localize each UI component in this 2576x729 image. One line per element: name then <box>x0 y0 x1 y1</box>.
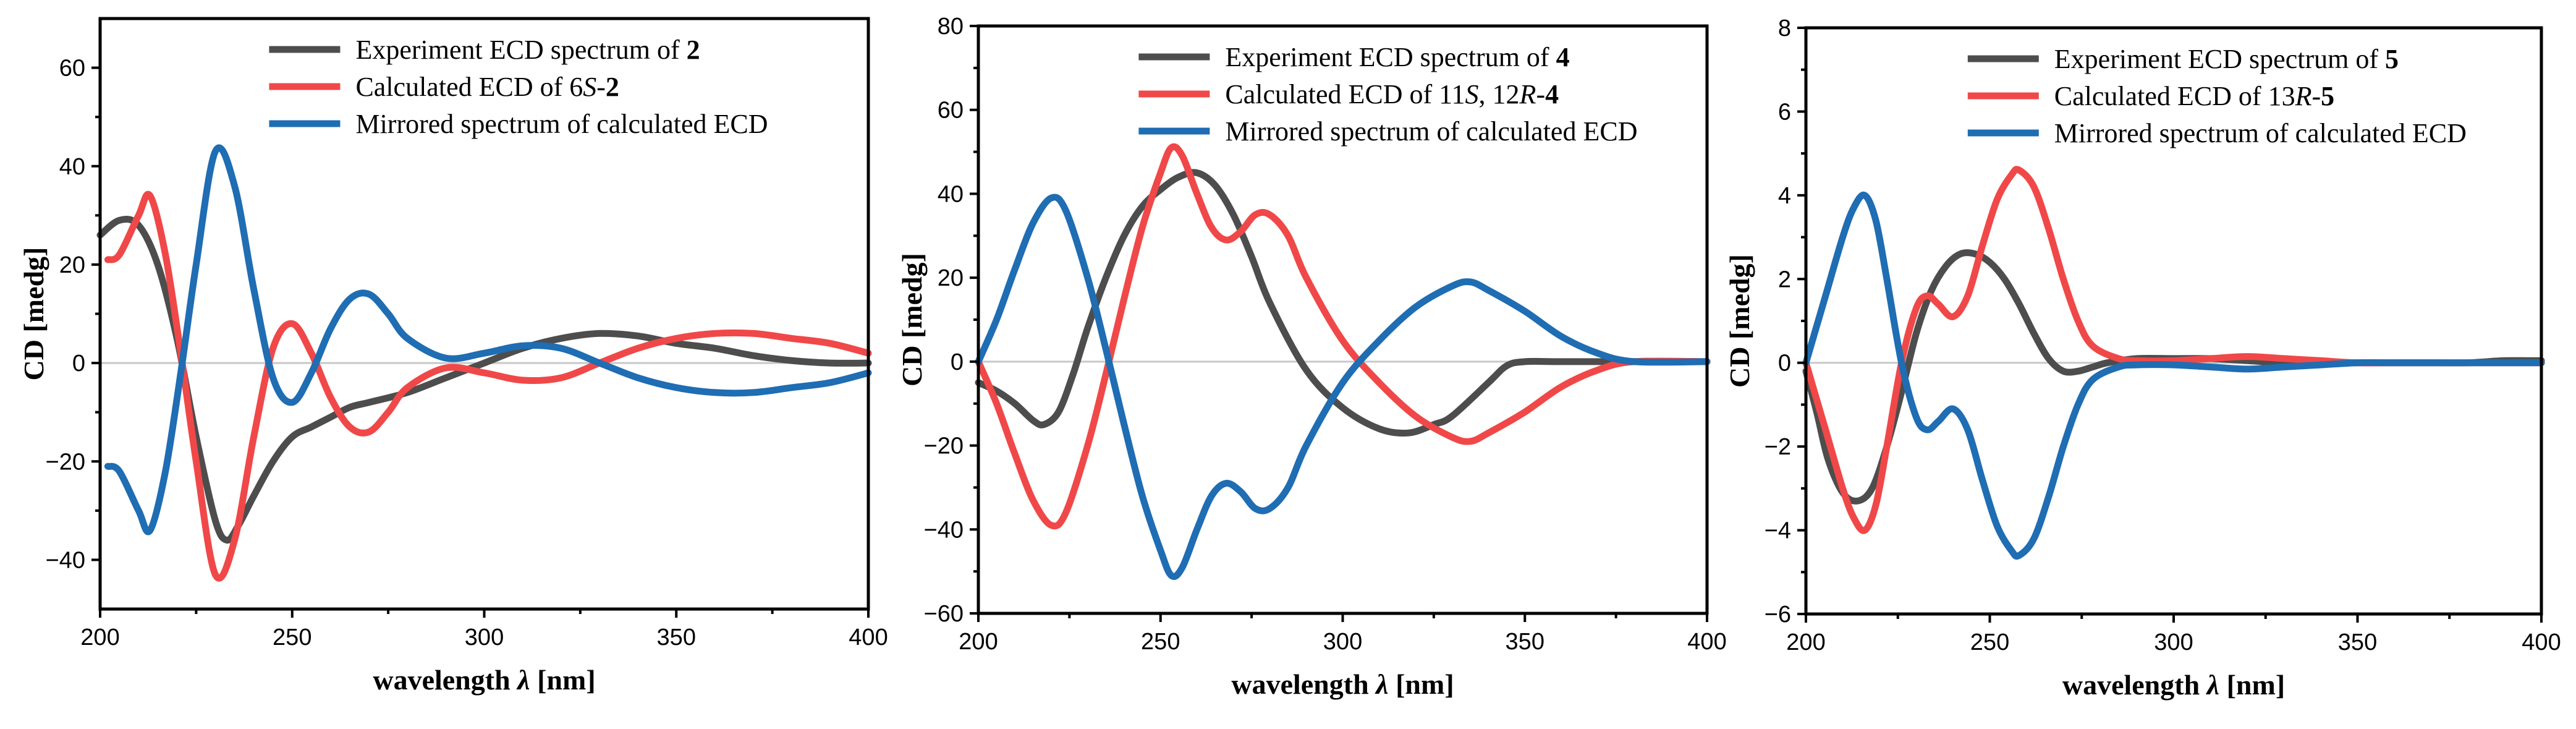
y-tick-label: 4 <box>1778 183 1791 209</box>
x-axis-label: wavelength λ [nm] <box>1231 668 1454 700</box>
y-axis-label: CD [medg] <box>18 247 49 381</box>
x-tick-label: 350 <box>657 625 696 650</box>
y-axis-label: CD [medg] <box>896 253 928 386</box>
x-tick-label: 400 <box>849 625 888 650</box>
y-tick-label: −6 <box>1765 602 1791 628</box>
x-axis-label: wavelength λ [nm] <box>2062 669 2285 701</box>
y-tick-label: −40 <box>924 517 964 543</box>
legend: Experiment ECD spectrum of 4 Calculated E… <box>1138 42 1637 147</box>
x-axis-label: wavelength λ [nm] <box>373 664 595 696</box>
legend: Experiment ECD spectrum of 5 Calculated E… <box>1967 44 2467 148</box>
series-line-2 <box>1802 166 2545 534</box>
legend-label-2: Calculated ECD of 13R-5 <box>2054 81 2334 111</box>
legend-label-1: Experiment ECD spectrum of 2 <box>355 35 700 65</box>
y-tick-label: 0 <box>1778 351 1791 377</box>
legend-label-2: Calculated ECD of 11S, 12R-4 <box>1225 79 1559 109</box>
x-tick-label: 200 <box>1786 629 1825 655</box>
y-tick-label: −20 <box>46 449 85 475</box>
chart-panel-2: 200 250 300 350 400 −60 −40 −20 0 20 40 60 80 wavelen… <box>896 14 1727 700</box>
y-tick-label: 60 <box>59 56 85 82</box>
legend-label-3: Mirrored spectrum of calculated ECD <box>355 109 768 139</box>
x-tick-label: 350 <box>1506 629 1544 655</box>
y-tick-label: 0 <box>951 349 964 375</box>
x-tick-label: 300 <box>2154 629 2193 655</box>
y-tick-label: 40 <box>938 181 964 207</box>
legend: Experiment ECD spectrum of 2 Calculated E… <box>269 35 768 139</box>
y-tick-label: 20 <box>59 252 85 278</box>
x-tick-label: 200 <box>959 629 998 655</box>
y-tick-label: 40 <box>59 154 85 180</box>
x-tick-label: 250 <box>273 625 311 650</box>
x-tick-label: 400 <box>1687 629 1726 655</box>
y-tick-label: −4 <box>1765 518 1791 544</box>
x-tick-label: 300 <box>1323 629 1362 655</box>
y-tick-label: −40 <box>46 547 85 573</box>
y-tick-label: 8 <box>1778 15 1791 41</box>
chart-panel-3: 200 250 300 350 400 −6 −4 −2 0 2 4 6 8 wavelength λ [… <box>1724 15 2561 701</box>
y-axis-label: CD [medg] <box>1724 254 1755 388</box>
series-line-2 <box>975 143 1711 530</box>
x-tick-label: 350 <box>2338 629 2377 655</box>
x-tick-label: 250 <box>1970 629 2009 655</box>
y-tick-label: 20 <box>938 265 964 291</box>
series-line-3 <box>104 144 872 535</box>
y-tick-label: 60 <box>938 98 964 124</box>
legend-label-2: Calculated ECD of 6S-2 <box>355 72 619 102</box>
y-tick-label: 2 <box>1778 266 1791 292</box>
y-tick-label: 6 <box>1778 99 1791 125</box>
y-tick-label: −20 <box>924 433 964 459</box>
y-tick-label: 0 <box>72 351 85 377</box>
series-line-1 <box>975 169 1711 437</box>
chart-panel-1: 200 250 300 350 400 −40 −20 0 20 40 60 wavelength λ… <box>18 17 888 696</box>
y-tick-label: 80 <box>938 14 964 40</box>
series-line-1 <box>1802 249 2545 505</box>
series-line-3 <box>1802 192 2545 560</box>
legend-label-1: Experiment ECD spectrum of 5 <box>2054 44 2399 74</box>
series-line-3 <box>975 194 1711 580</box>
y-tick-label: −60 <box>924 601 964 627</box>
series-line-2 <box>104 190 872 582</box>
series-line-1 <box>96 215 872 544</box>
x-tick-label: 250 <box>1141 629 1180 655</box>
legend-label-3: Mirrored spectrum of calculated ECD <box>1225 116 1637 147</box>
y-tick-label: −2 <box>1765 434 1791 460</box>
x-tick-label: 400 <box>2522 629 2561 655</box>
x-tick-label: 200 <box>80 625 119 650</box>
plot-frame <box>1804 26 2543 616</box>
x-tick-label: 300 <box>465 625 504 650</box>
legend-label-3: Mirrored spectrum of calculated ECD <box>2054 118 2467 148</box>
legend-label-1: Experiment ECD spectrum of 4 <box>1225 42 1569 72</box>
